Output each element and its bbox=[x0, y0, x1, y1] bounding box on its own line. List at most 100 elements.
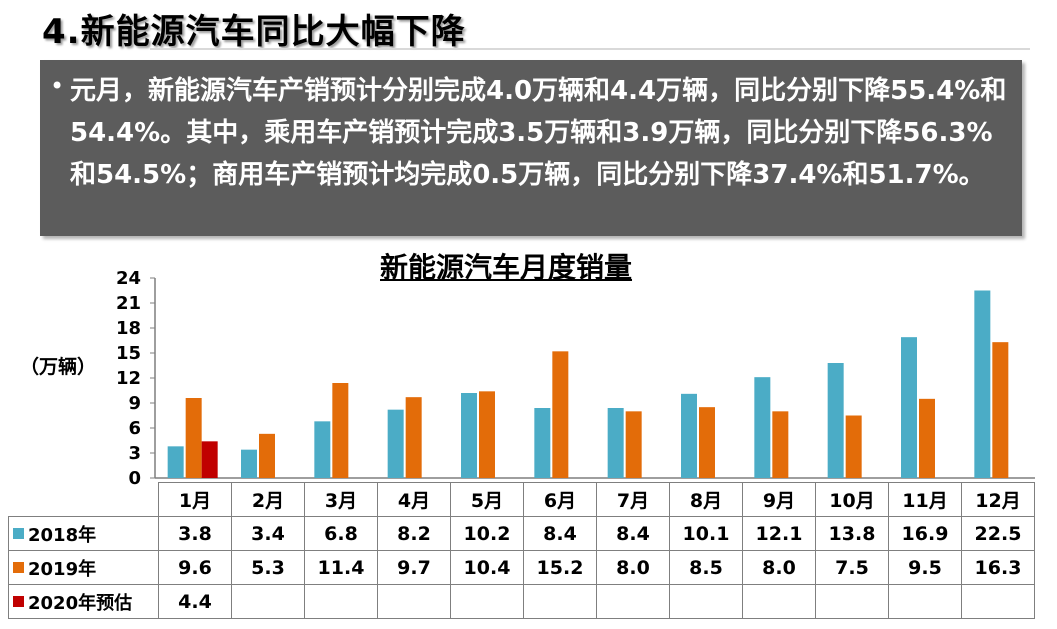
legend-swatch bbox=[13, 528, 24, 539]
bar-2018年-4月 bbox=[387, 409, 404, 478]
bar-2019年-3月 bbox=[332, 383, 349, 478]
table-cell: 4.4 bbox=[158, 584, 232, 619]
legend-label: 2019年 bbox=[28, 558, 97, 580]
legend-label: 2018年 bbox=[28, 524, 97, 546]
table-cell bbox=[888, 584, 962, 619]
y-tick-label: 12 bbox=[116, 368, 141, 389]
y-tick-label: 3 bbox=[128, 443, 141, 464]
table-header-row: 1月 2月 3月 4月 5月 6月 7月 8月 9月 10月 11月 12月 bbox=[9, 482, 1035, 517]
bar-2019年-4月 bbox=[405, 397, 422, 478]
bar-2018年-3月 bbox=[314, 421, 331, 478]
legend-label: 2020年预估 bbox=[28, 592, 133, 614]
table-header-8月: 8月 bbox=[669, 482, 743, 517]
legend-swatch bbox=[13, 596, 24, 607]
table-cell: 8.0 bbox=[596, 550, 670, 585]
bar-2018年-2月 bbox=[241, 449, 257, 478]
chart-title: 新能源汽车月度销量 bbox=[380, 251, 633, 284]
table-header-6月: 6月 bbox=[523, 482, 597, 517]
summary-text: 元月，新能源汽车产销预计分别完成4.0万辆和4.4万辆，同比分别下降55.4%和… bbox=[70, 76, 1007, 190]
bar-2019年-7月 bbox=[625, 411, 642, 478]
table-header-10月: 10月 bbox=[815, 482, 889, 517]
bar-2018年-11月 bbox=[901, 337, 917, 478]
y-tick-label: 6 bbox=[128, 418, 141, 439]
y-tick-label: 18 bbox=[116, 318, 141, 339]
table-header-1月: 1月 bbox=[158, 482, 232, 517]
table-cell: 8.2 bbox=[377, 516, 451, 551]
bar-2018年-9月 bbox=[754, 377, 771, 478]
legend-entry-2019年: 2019年 bbox=[8, 550, 159, 585]
table-header-5月: 5月 bbox=[450, 482, 524, 517]
table-row: 2020年预估 4.4 bbox=[8, 584, 1035, 619]
table-header-3月: 3月 bbox=[304, 482, 378, 517]
y-tick-label: 21 bbox=[116, 293, 141, 314]
bar-2018年-1月 bbox=[167, 446, 184, 478]
bar-2020年预估-1月 bbox=[201, 441, 218, 478]
table-cell: 8.4 bbox=[596, 516, 670, 551]
table-cell: 9.5 bbox=[888, 550, 962, 585]
table-cell: 7.5 bbox=[815, 550, 889, 585]
bar-2019年-11月 bbox=[919, 398, 935, 478]
table-cell: 15.2 bbox=[523, 550, 597, 585]
table-header-7月: 7月 bbox=[596, 482, 670, 517]
table-cell bbox=[961, 584, 1035, 619]
table-cell: 8.0 bbox=[742, 550, 816, 585]
y-axis-unit: （万辆） bbox=[20, 356, 97, 378]
table-cell: 3.8 bbox=[158, 516, 232, 551]
bar-2019年-12月 bbox=[992, 342, 1009, 478]
table-cell bbox=[450, 584, 524, 619]
bar-2019年-2月 bbox=[259, 433, 275, 478]
table-cell bbox=[669, 584, 743, 619]
title-divider bbox=[150, 48, 1030, 50]
bar-2018年-10月 bbox=[827, 363, 844, 478]
table-cell bbox=[742, 584, 816, 619]
y-tick-label: 9 bbox=[128, 393, 141, 414]
table-cell: 10.4 bbox=[450, 550, 524, 585]
table-header-2月: 2月 bbox=[231, 482, 305, 517]
legend-swatch bbox=[13, 562, 24, 573]
bar-2018年-6月 bbox=[534, 408, 551, 478]
table-cell: 3.4 bbox=[231, 516, 305, 551]
table-cell bbox=[231, 584, 305, 619]
table-cell: 8.5 bbox=[669, 550, 743, 585]
table-cell: 9.7 bbox=[377, 550, 451, 585]
table-cell bbox=[304, 584, 378, 619]
table-row: 2019年 9.6 5.3 11.4 9.7 10.4 15.2 8.0 8.5 8.0 7.5 9.… bbox=[8, 550, 1035, 585]
bar-2019年-9月 bbox=[772, 411, 789, 478]
table-cell: 12.1 bbox=[742, 516, 816, 551]
bullet-icon: • bbox=[50, 72, 65, 100]
table-cell: 5.3 bbox=[231, 550, 305, 585]
bar-2019年-8月 bbox=[699, 407, 715, 478]
table-row: 2018年 3.8 3.4 6.8 8.2 10.2 8.4 8.4 10.1 12.1 13.8 1… bbox=[8, 516, 1035, 551]
table-cell: 10.2 bbox=[450, 516, 524, 551]
table-cell: 16.9 bbox=[888, 516, 962, 551]
table-cell bbox=[523, 584, 597, 619]
legend-entry-2020年预估: 2020年预估 bbox=[8, 584, 159, 619]
table-cell: 16.3 bbox=[961, 550, 1035, 585]
table-cell: 10.1 bbox=[669, 516, 743, 551]
table-header-11月: 11月 bbox=[888, 482, 962, 517]
table-cell: 6.8 bbox=[304, 516, 378, 551]
summary-box: • 元月，新能源汽车产销预计分别完成4.0万辆和4.4万辆，同比分别下降55.4… bbox=[40, 60, 1022, 236]
y-tick-label: 15 bbox=[116, 343, 141, 364]
table-cell: 11.4 bbox=[304, 550, 378, 585]
table-cell: 22.5 bbox=[961, 516, 1035, 551]
bar-2018年-8月 bbox=[681, 393, 697, 478]
table-header-12月: 12月 bbox=[961, 482, 1035, 517]
table-cell bbox=[596, 584, 670, 619]
table-header-9月: 9月 bbox=[742, 482, 816, 517]
table-cell: 9.6 bbox=[158, 550, 232, 585]
y-tick-label: 24 bbox=[116, 268, 141, 289]
data-table: 1月 2月 3月 4月 5月 6月 7月 8月 9月 10月 11月 12月 2018年 3.8 3.4 6.… bbox=[8, 482, 1035, 619]
table-corner bbox=[9, 483, 159, 517]
bar-2019年-10月 bbox=[845, 415, 862, 478]
bar-2018年-12月 bbox=[974, 290, 991, 478]
table-header-4月: 4月 bbox=[377, 482, 451, 517]
bar-2019年-6月 bbox=[552, 351, 569, 478]
bar-2019年-5月 bbox=[479, 391, 495, 478]
legend-entry-2018年: 2018年 bbox=[8, 516, 159, 551]
table-cell: 8.4 bbox=[523, 516, 597, 551]
table-cell: 13.8 bbox=[815, 516, 889, 551]
bar-2018年-7月 bbox=[607, 408, 624, 478]
bar-2019年-1月 bbox=[185, 398, 202, 478]
